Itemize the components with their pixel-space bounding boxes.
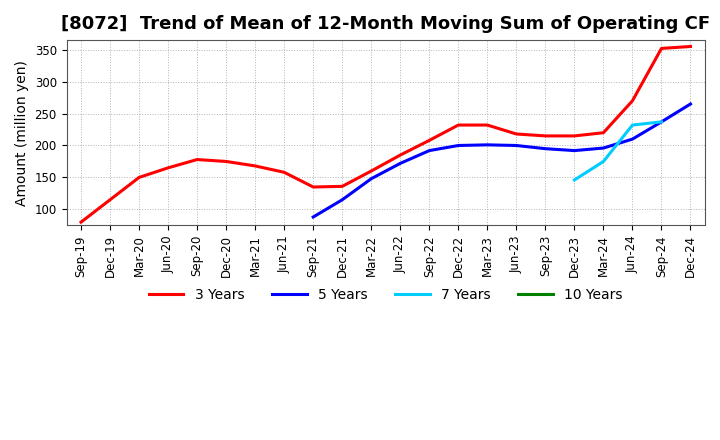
Title: [8072]  Trend of Mean of 12-Month Moving Sum of Operating CF: [8072] Trend of Mean of 12-Month Moving …	[61, 15, 711, 33]
Y-axis label: Amount (million yen): Amount (million yen)	[15, 60, 29, 205]
Legend: 3 Years, 5 Years, 7 Years, 10 Years: 3 Years, 5 Years, 7 Years, 10 Years	[143, 282, 629, 307]
